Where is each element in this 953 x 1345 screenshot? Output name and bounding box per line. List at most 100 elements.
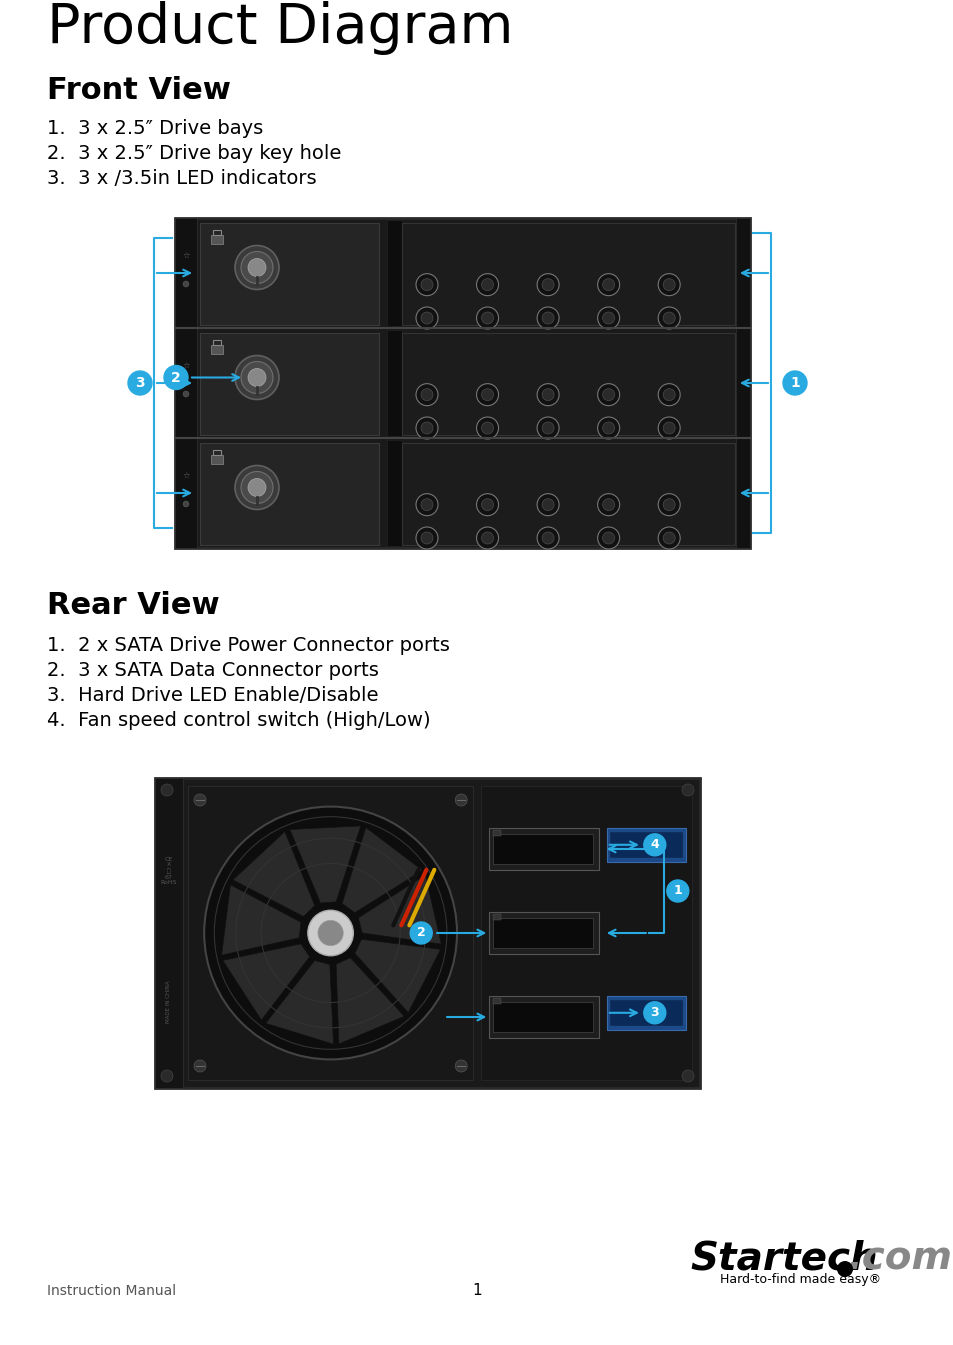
Bar [200, 223, 378, 325]
Circle shape [666, 880, 688, 902]
Bar [480, 785, 691, 1080]
Circle shape [410, 923, 432, 944]
Bar [188, 785, 473, 1080]
Bar [489, 829, 598, 870]
Bar [211, 346, 223, 354]
Bar [213, 451, 221, 455]
Bar [174, 218, 196, 547]
Circle shape [681, 1071, 693, 1081]
Text: CE
X
罗
67
RoHS: CE X 罗 67 RoHS [161, 857, 177, 885]
Circle shape [161, 784, 172, 796]
Bar [401, 443, 734, 545]
Circle shape [658, 527, 679, 549]
Bar [489, 997, 598, 1038]
Bar [609, 833, 682, 858]
Circle shape [234, 465, 278, 510]
Circle shape [317, 920, 343, 946]
Text: 3: 3 [135, 377, 145, 390]
Circle shape [416, 383, 437, 406]
Bar [606, 829, 685, 862]
Circle shape [597, 307, 619, 330]
Text: 2: 2 [171, 370, 181, 385]
Circle shape [241, 362, 273, 394]
Circle shape [416, 417, 437, 438]
Circle shape [308, 911, 353, 956]
Circle shape [658, 307, 679, 330]
Circle shape [836, 1262, 852, 1276]
Polygon shape [233, 831, 314, 916]
Bar [213, 340, 221, 346]
Bar [489, 912, 598, 954]
Circle shape [537, 273, 558, 296]
Text: Instruction Manual: Instruction Manual [47, 1284, 176, 1298]
Bar [401, 334, 734, 434]
Text: 4.  Fan speed control switch (High/Low): 4. Fan speed control switch (High/Low) [47, 712, 430, 730]
Text: .com: .com [846, 1239, 951, 1276]
Text: Startech: Startech [689, 1239, 877, 1276]
Circle shape [416, 527, 437, 549]
Bar [154, 777, 183, 1088]
Circle shape [420, 389, 433, 401]
Circle shape [193, 794, 206, 806]
Circle shape [476, 383, 498, 406]
Circle shape [597, 273, 619, 296]
Circle shape [241, 252, 273, 284]
Circle shape [481, 422, 493, 434]
Bar [493, 998, 500, 1003]
Bar [606, 997, 685, 1030]
Text: 1: 1 [789, 377, 799, 390]
Circle shape [476, 494, 498, 515]
Circle shape [602, 389, 614, 401]
Text: Product Diagram: Product Diagram [47, 1, 513, 55]
Text: 2.  3 x SATA Data Connector ports: 2. 3 x SATA Data Connector ports [47, 660, 378, 681]
Circle shape [662, 499, 675, 511]
Circle shape [234, 355, 278, 399]
Text: MADE IN CHINA: MADE IN CHINA [167, 981, 172, 1022]
Circle shape [602, 499, 614, 511]
Circle shape [541, 312, 554, 324]
Circle shape [602, 312, 614, 324]
Circle shape [164, 366, 188, 390]
Circle shape [416, 273, 437, 296]
Bar [211, 235, 223, 243]
Polygon shape [223, 944, 310, 1020]
Circle shape [420, 533, 433, 543]
Bar [200, 334, 378, 434]
Text: 2: 2 [416, 927, 425, 940]
Bar [200, 443, 378, 545]
Circle shape [193, 1060, 206, 1072]
Circle shape [183, 281, 189, 286]
Circle shape [658, 383, 679, 406]
Circle shape [161, 1071, 172, 1081]
Circle shape [602, 422, 614, 434]
Circle shape [481, 389, 493, 401]
Circle shape [537, 307, 558, 330]
Text: 2.  3 x 2.5″ Drive bay key hole: 2. 3 x 2.5″ Drive bay key hole [47, 144, 341, 163]
Circle shape [658, 494, 679, 515]
Text: 3.  Hard Drive LED Enable/Disable: 3. Hard Drive LED Enable/Disable [47, 686, 378, 705]
Text: 1.  3 x 2.5″ Drive bays: 1. 3 x 2.5″ Drive bays [47, 118, 263, 139]
Polygon shape [221, 885, 300, 955]
Bar [493, 915, 500, 920]
Circle shape [662, 533, 675, 543]
Circle shape [481, 278, 493, 291]
Polygon shape [290, 826, 360, 902]
Text: 1.  2 x SATA Drive Power Connector ports: 1. 2 x SATA Drive Power Connector ports [47, 636, 450, 655]
Polygon shape [355, 939, 440, 1013]
Text: ☆: ☆ [182, 362, 190, 371]
Circle shape [681, 784, 693, 796]
Circle shape [241, 472, 273, 503]
Circle shape [420, 312, 433, 324]
Circle shape [416, 307, 437, 330]
Circle shape [476, 527, 498, 549]
Circle shape [541, 499, 554, 511]
Bar [401, 223, 734, 325]
Circle shape [597, 494, 619, 515]
Circle shape [662, 389, 675, 401]
Text: Rear View: Rear View [47, 590, 219, 620]
Polygon shape [358, 874, 441, 944]
Circle shape [248, 369, 266, 386]
Bar [387, 221, 401, 325]
Circle shape [662, 312, 675, 324]
Circle shape [183, 500, 189, 507]
